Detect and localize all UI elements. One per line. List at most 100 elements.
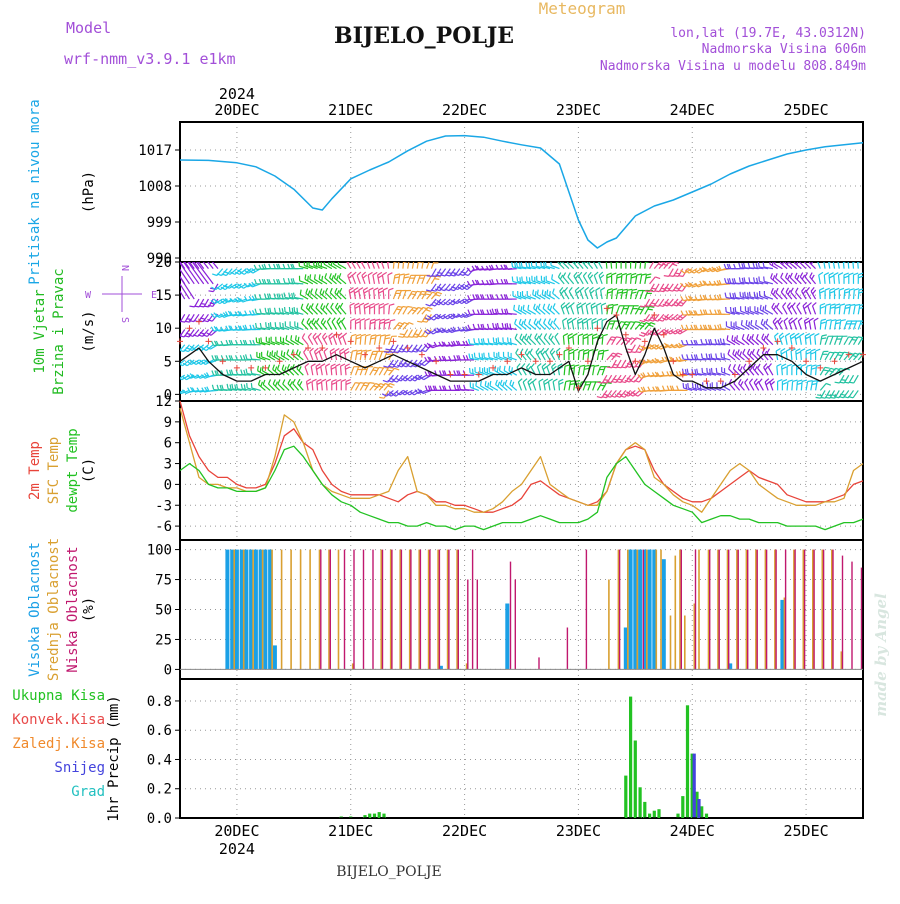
wind-barb-flag [612, 273, 617, 275]
wind-barb-flag [240, 340, 242, 345]
wind-barb-flag [593, 334, 598, 336]
wind-barb-flag [294, 293, 295, 298]
wind-barb-staff [318, 337, 322, 345]
wind-barb-staff [355, 351, 357, 360]
wind-barb-staff [544, 382, 546, 391]
cloud-bar [637, 550, 639, 670]
wind-barb-staff [797, 307, 802, 315]
wind-barb-flag [309, 321, 312, 325]
wind-barb [310, 348, 314, 360]
wind-barb-flag [379, 304, 384, 306]
precip-bar [693, 754, 696, 818]
wind-barb-flag [563, 318, 567, 321]
wind-barb-flag [697, 369, 698, 374]
wind-barb [567, 258, 573, 269]
wind-barb-flag [835, 307, 840, 308]
wind-barb [580, 287, 584, 299]
wind-barb [389, 336, 397, 345]
wind-barb-flag [404, 277, 409, 278]
wind-barb-staff [508, 269, 517, 270]
parameter-label: Brzina i Pravac [51, 268, 67, 394]
wind-barb-flag [819, 272, 823, 275]
wind-barb-flag [728, 279, 729, 284]
wind-barb [848, 258, 853, 269]
date-label-top: 25DEC [784, 101, 829, 119]
wind-barb [527, 364, 532, 376]
wind-barb-flag [426, 310, 431, 312]
wind-barb-flag [435, 295, 440, 297]
wind-barb-staff [574, 382, 576, 391]
wind-barb [374, 304, 379, 315]
wind-barb-flag [379, 307, 384, 309]
wind-barb-flag [574, 272, 577, 276]
wind-barb-flag [635, 322, 640, 323]
wind-barb-flag [645, 291, 650, 292]
wind-barb [363, 288, 368, 299]
wind-barb [558, 273, 564, 284]
wind-barb-flag [472, 354, 473, 359]
wind-barb-flag [325, 288, 327, 293]
wind-barb-staff [322, 381, 323, 390]
wind-barb-flag [739, 379, 742, 383]
wind-barb [602, 383, 611, 391]
wind-barb-flag [781, 352, 785, 355]
wind-barb-staff [816, 382, 818, 391]
wind-barb-flag [597, 319, 602, 321]
wind-barb [616, 360, 625, 368]
wind-barb-flag [500, 380, 502, 385]
wind-barb-flag [784, 318, 788, 321]
wind-barb-staff [374, 367, 379, 375]
wind-barb-flag [440, 386, 442, 391]
wind-barb-flag [354, 288, 358, 291]
cloud-bar [775, 550, 776, 670]
wind-barb-staff [351, 383, 356, 391]
wind-barb-flag [627, 274, 632, 275]
wind-barb-staff [591, 305, 593, 314]
wind-barb-flag [520, 277, 521, 282]
cloud-bar [263, 550, 267, 670]
wind-barb-flag [744, 277, 745, 282]
wind-barb-staff [830, 352, 835, 360]
wind-barb-flag [765, 379, 769, 382]
wind-barb [792, 364, 797, 375]
wind-barb [569, 349, 574, 360]
cloud-bar [813, 550, 814, 670]
cloud-bar [363, 550, 364, 670]
cloud-bar [235, 550, 239, 670]
wind-barb-staff [814, 321, 816, 330]
wind-barb-flag [341, 380, 346, 382]
wind-barb-flag [669, 276, 674, 277]
wind-barb-flag [273, 365, 275, 370]
wind-barb-flag [288, 364, 290, 369]
wind-barb-staff [304, 352, 308, 360]
wind-barb-flag [518, 305, 519, 310]
wind-barb-flag [469, 339, 470, 344]
wind-barb [770, 259, 778, 268]
wind-barb [305, 274, 313, 283]
wind-barb-flag [677, 386, 679, 391]
wind-barb-flag [597, 397, 602, 398]
wind-barb-flag [290, 381, 292, 385]
wind-barb-flag [786, 333, 790, 336]
wind-barb-flag [599, 272, 603, 275]
wind-barb [207, 387, 218, 392]
wind-barb [352, 272, 356, 284]
wind-barb-staff [819, 275, 821, 284]
wind-barb [591, 303, 596, 314]
wind-barb [596, 288, 600, 299]
wind-barb-staff [844, 305, 846, 314]
wind-barb-flag [567, 305, 571, 308]
gust-marker [703, 378, 709, 384]
gust-marker [376, 345, 382, 351]
wind-barb-flag [796, 352, 801, 354]
wind-barb-staff [800, 336, 802, 345]
wind-barb-flag [479, 338, 480, 343]
precip-bar [378, 812, 381, 818]
wind-barb-flag [835, 288, 840, 290]
wind-barb-staff [569, 382, 571, 391]
wind-barb-flag [825, 397, 830, 398]
wind-barb-flag [204, 306, 209, 307]
wind-barb-flag [569, 287, 572, 291]
wind-barb [311, 364, 315, 375]
wind-barb-flag [543, 304, 545, 309]
